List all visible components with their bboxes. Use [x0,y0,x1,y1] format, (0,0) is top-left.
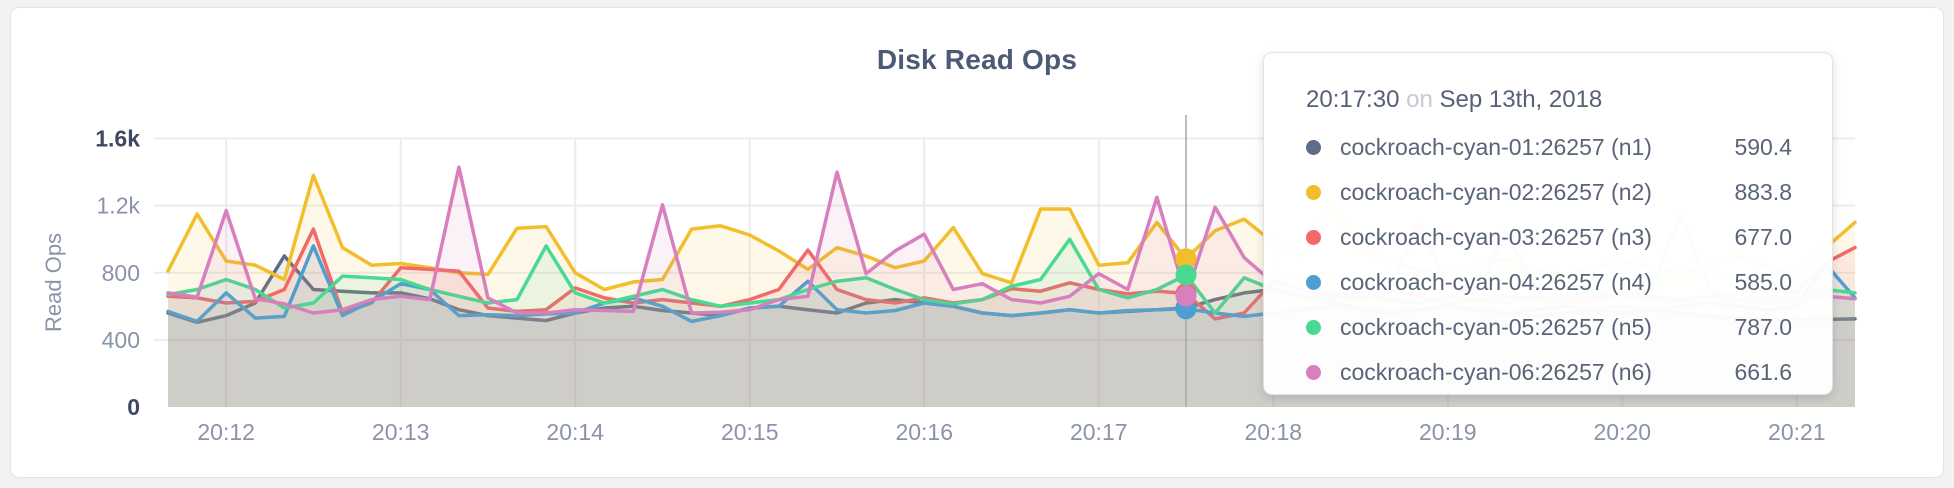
tooltip-series-row: cockroach-cyan-01:26257 (n1) 590.4 [1306,125,1792,170]
series-name: cockroach-cyan-01:26257 (n1) [1340,134,1652,160]
series-value: 787.0 [1734,314,1792,340]
series-color-dot-icon [1306,230,1321,245]
tooltip-title: 20:17:30 on Sep 13th, 2018 [1306,83,1792,117]
series-value: 661.6 [1734,359,1792,385]
series-color-dot-icon [1306,365,1321,380]
tooltip-series-list: cockroach-cyan-01:26257 (n1) 590.4 cockroa… [1306,125,1792,395]
chart-title: Disk Read Ops [876,44,1078,75]
series-name: cockroach-cyan-04:26257 (n4) [1340,269,1652,295]
y-tick-label: 1.2k [97,193,141,219]
tooltip-series-row: cockroach-cyan-06:26257 (n6) 661.6 [1306,350,1792,395]
tooltip-series-row: cockroach-cyan-03:26257 (n3) 677.0 [1306,215,1792,260]
tooltip-series-row: cockroach-cyan-05:26257 (n5) 787.0 [1306,305,1792,350]
y-tick-label: 0 [127,394,140,420]
x-tick-label: 20:20 [1594,419,1652,445]
x-tick-label: 20:12 [197,419,255,445]
series-color-dot-icon [1306,185,1321,200]
hover-point-n2 [1175,248,1197,270]
tooltip-series-row: cockroach-cyan-04:26257 (n4) 585.0 [1306,260,1792,305]
x-tick-label: 20:14 [546,419,604,445]
x-tick-label: 20:17 [1070,419,1128,445]
hover-point-n6 [1175,285,1197,307]
tooltip-time: 20:17:30 [1306,86,1400,113]
series-color-dot-icon [1306,320,1321,335]
x-tick-label: 20:21 [1768,419,1826,445]
series-color-dot-icon [1306,140,1321,155]
series-color-dot-icon [1306,275,1321,290]
x-tick-label: 20:18 [1244,419,1302,445]
series-value: 585.0 [1734,269,1792,295]
tooltip-date: Sep 13th, 2018 [1439,86,1603,113]
chart-tooltip: 20:17:30 on Sep 13th, 2018 cockroach-cya… [1263,52,1833,395]
x-tick-label: 20:16 [895,419,953,445]
x-tick-label: 20:15 [721,419,779,445]
tooltip-on-text: on [1406,86,1433,113]
y-tick-label: 1.6k [95,126,140,152]
y-tick-label: 800 [102,260,140,286]
series-value: 677.0 [1734,224,1792,250]
x-tick-label: 20:13 [372,419,430,445]
series-name: cockroach-cyan-03:26257 (n3) [1340,224,1652,250]
series-value: 590.4 [1734,134,1792,160]
x-tick-label: 20:19 [1419,419,1477,445]
series-name: cockroach-cyan-02:26257 (n2) [1340,179,1652,205]
y-tick-label: 400 [102,327,140,353]
series-value: 883.8 [1734,179,1792,205]
series-name: cockroach-cyan-06:26257 (n6) [1340,359,1652,385]
series-name: cockroach-cyan-05:26257 (n5) [1340,314,1652,340]
tooltip-series-row: cockroach-cyan-02:26257 (n2) 883.8 [1306,170,1792,215]
hover-point-n5 [1175,264,1197,286]
